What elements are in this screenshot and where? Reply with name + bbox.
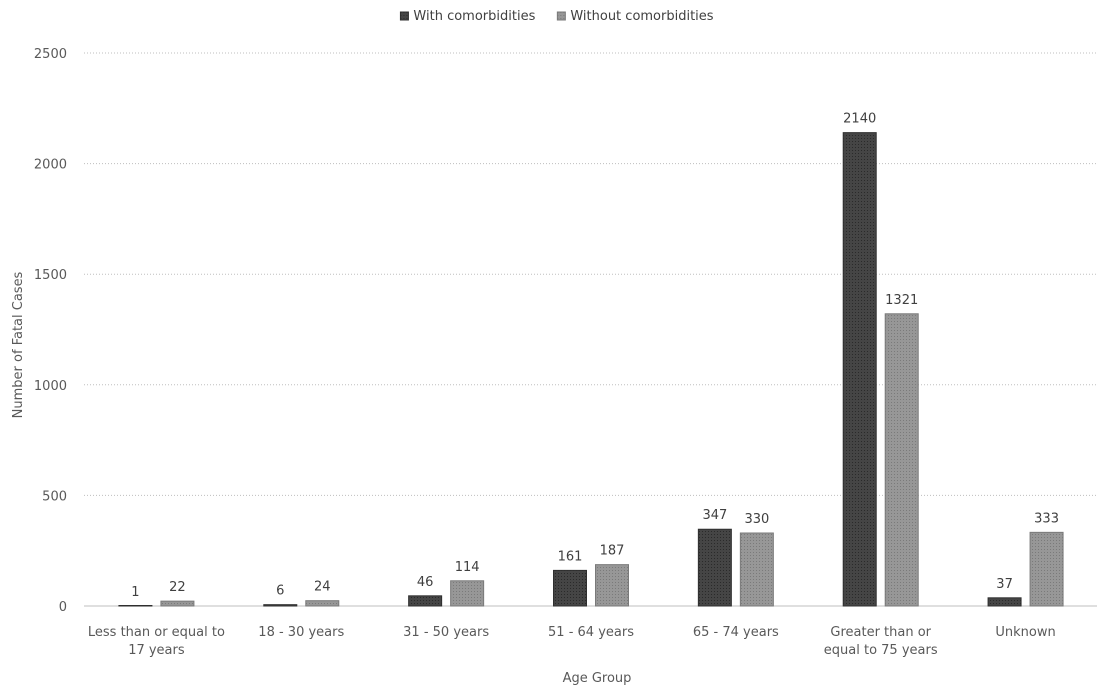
legend: With comorbidities Without comorbidities bbox=[399, 9, 714, 24]
data-label: 22 bbox=[169, 580, 186, 595]
data-label: 330 bbox=[744, 512, 769, 527]
y-axis-title: Number of Fatal Cases bbox=[11, 271, 26, 418]
data-label: 1 bbox=[131, 585, 139, 600]
legend-label: Without comorbidities bbox=[570, 9, 713, 24]
legend-item: Without comorbidities bbox=[556, 9, 714, 24]
gridlines bbox=[84, 52, 1097, 607]
data-label: 333 bbox=[1034, 511, 1059, 526]
bar-without-comorbidities bbox=[595, 564, 629, 607]
bar-without-comorbidities bbox=[884, 313, 919, 607]
y-tick-label: 1500 bbox=[34, 268, 67, 283]
data-label: 37 bbox=[996, 577, 1013, 592]
legend-item: With comorbidities bbox=[399, 9, 536, 24]
bar-with-comorbidities bbox=[697, 528, 732, 607]
y-tick-label: 2000 bbox=[34, 158, 67, 173]
y-axis-ticks: 0 500 1000 1500 2000 2500 bbox=[34, 47, 67, 615]
x-tick-label: 18 - 30 years bbox=[258, 625, 344, 640]
legend-swatch bbox=[399, 11, 409, 21]
bar-with-comorbidities bbox=[263, 604, 298, 607]
bar-without-comorbidities bbox=[160, 600, 195, 607]
x-tick-label: Unknown bbox=[995, 625, 1055, 640]
y-tick-label: 1000 bbox=[34, 379, 67, 394]
bar-with-comorbidities bbox=[553, 569, 587, 607]
data-label: 347 bbox=[702, 508, 727, 523]
data-label: 6 bbox=[276, 584, 284, 599]
bar-with-comorbidities bbox=[408, 595, 443, 607]
y-tick-label: 2500 bbox=[34, 47, 67, 62]
y-tick-label: 500 bbox=[42, 489, 67, 504]
data-label: 24 bbox=[314, 580, 331, 595]
data-label: 114 bbox=[455, 560, 480, 575]
data-label: 161 bbox=[558, 549, 583, 564]
x-axis-ticks: Less than or equal to 17 years 18 - 30 yea… bbox=[88, 625, 1056, 658]
x-axis-title: Age Group bbox=[563, 671, 632, 686]
bar-without-comorbidities bbox=[739, 532, 774, 607]
bar-with-comorbidities bbox=[118, 605, 153, 607]
data-label: 46 bbox=[417, 575, 434, 590]
x-tick-label: Less than or equal to 17 years bbox=[88, 625, 225, 658]
bar-without-comorbidities bbox=[305, 600, 340, 607]
legend-label: With comorbidities bbox=[413, 9, 535, 24]
x-tick-label: Greater than or equal to 75 years bbox=[824, 625, 938, 658]
bar-with-comorbidities bbox=[987, 597, 1022, 607]
x-tick-label: 31 - 50 years bbox=[403, 625, 489, 640]
bar-without-comorbidities bbox=[1029, 531, 1064, 607]
bar-with-comorbidities bbox=[842, 132, 877, 607]
bars bbox=[118, 132, 1064, 607]
data-label: 187 bbox=[600, 544, 625, 559]
data-label: 1321 bbox=[885, 293, 918, 308]
legend-swatch bbox=[556, 11, 566, 21]
x-tick-label: 65 - 74 years bbox=[693, 625, 779, 640]
x-tick-label: 51 - 64 years bbox=[548, 625, 634, 640]
y-tick-label: 0 bbox=[59, 600, 67, 615]
bar-without-comorbidities bbox=[450, 580, 485, 607]
data-labels: 1 22 6 24 46 114 161 187 347 330 2140 1321 37 333 bbox=[131, 112, 1059, 600]
data-label: 2140 bbox=[843, 112, 876, 127]
